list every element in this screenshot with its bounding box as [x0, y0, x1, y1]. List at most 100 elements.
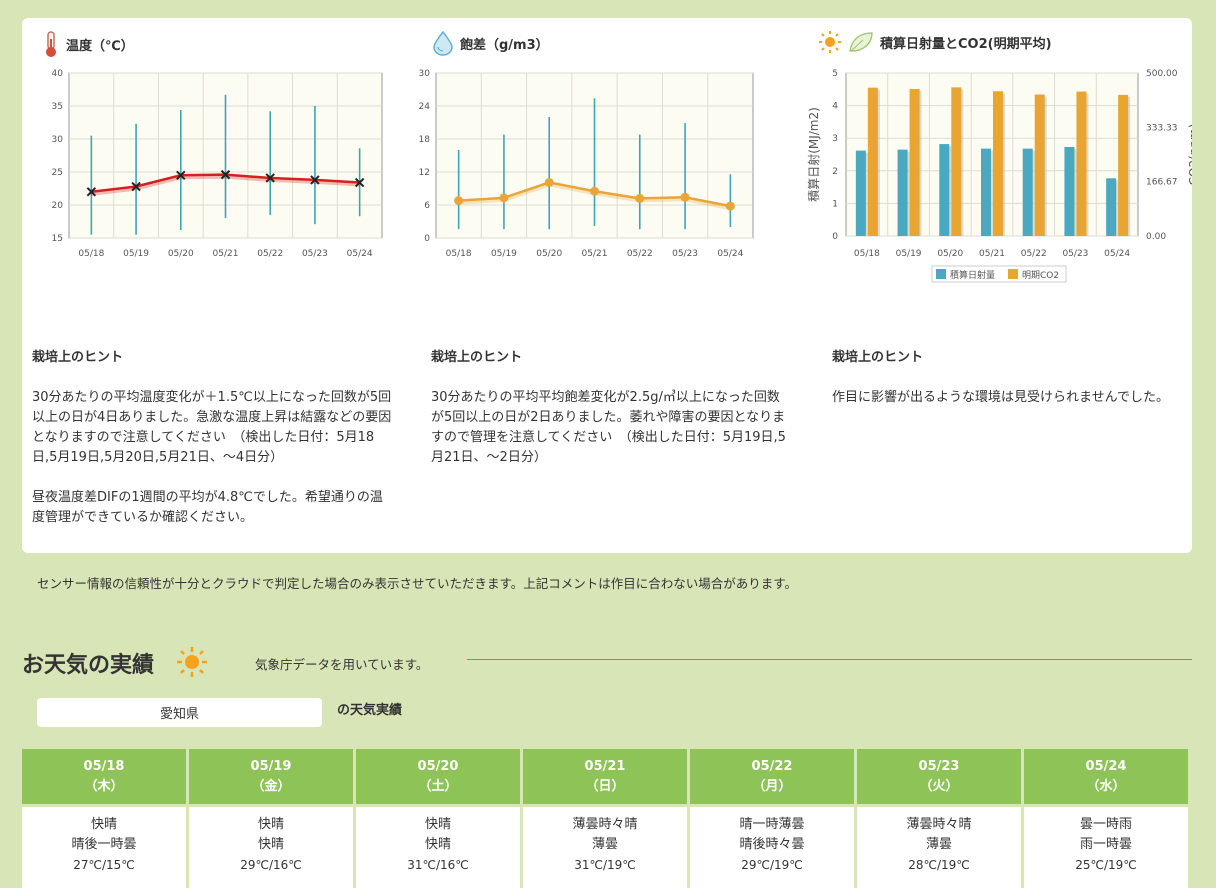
data-point — [265, 173, 275, 183]
humidity-title-text: 飽差（g/m3） — [460, 37, 549, 53]
weather-temperatures: 28℃/19℃ — [908, 858, 970, 872]
weather-weekday: （土） — [418, 778, 458, 794]
weather-date: 05/19 — [250, 758, 292, 774]
weather-day-body: 快晴 快晴 31℃/16℃ — [356, 807, 520, 888]
co2-leaf-icon — [849, 32, 873, 52]
data-point — [354, 177, 365, 188]
temperature-chart: 15 20 25 30 35 40 05/18 05/19 05/20 05/21 05/22 05/… — [52, 69, 383, 259]
weather-day-header: 05/24 （水） — [1024, 749, 1188, 804]
data-point — [725, 201, 735, 211]
humidity-hint: 栽培上のヒント 30分あたりの平均平均飽差変化が2.5g/㎥以上になった回数が5… — [431, 348, 791, 488]
data-point — [131, 181, 141, 192]
hint-paragraph: 作目に影響が出るような環境は見受けられませんでした。 — [832, 390, 1169, 405]
weather-temperatures: 27℃/15℃ — [73, 858, 135, 872]
y-tick-label: 0 — [424, 234, 430, 244]
radiation-title-text: 積算日射量とCO2(明期平均) — [880, 36, 1052, 52]
prefecture-value: 愛知県 — [159, 707, 199, 722]
y-tick-label: 0 — [832, 232, 838, 242]
weather-day-header: 05/23 （火） — [857, 749, 1021, 804]
x-tick-label: 05/22 — [1021, 249, 1047, 259]
x-tick-label: 05/19 — [491, 249, 517, 259]
humidity-chart-title: 飽差（g/m3） — [432, 30, 549, 56]
bar — [1076, 91, 1087, 236]
x-tick-label: 05/19 — [896, 249, 922, 259]
y2-axis-label: CO2(ppm) — [1187, 124, 1192, 186]
weather-day-header: 05/19 （金） — [189, 749, 353, 804]
bar — [993, 91, 1003, 236]
bar — [1034, 94, 1045, 237]
data-point — [310, 175, 320, 185]
weather-nighttime: 薄曇 — [591, 837, 618, 852]
weather-daytime: 快晴 — [424, 817, 451, 832]
y-tick-label: 20 — [52, 201, 64, 211]
x-tick-label: 05/21 — [213, 249, 239, 259]
legend-swatch — [936, 269, 946, 279]
weather-daytime: 曇一時雨 — [1079, 817, 1132, 832]
temperature-chart-title: 温度（℃） — [42, 30, 134, 58]
x-tick-label: 05/20 — [168, 249, 194, 259]
weather-temperatures: 29℃/19℃ — [741, 858, 803, 872]
reliability-note: センサー情報の信頼性が十分とクラウドで判定した場合のみ表示させていただきます。上… — [37, 576, 798, 591]
data-point — [680, 192, 690, 202]
x-tick-label: 05/20 — [937, 249, 963, 259]
y-tick-label: 24 — [419, 102, 431, 112]
divider — [467, 659, 1192, 660]
bar — [909, 88, 920, 236]
weather-day-body: 薄曇時々晴 薄曇 28℃/19℃ — [857, 807, 1021, 888]
prefecture-suffix-label: の天気実績 — [337, 703, 403, 718]
weather-date: 05/24 — [1085, 758, 1127, 774]
y-tick-label: 2 — [832, 167, 838, 177]
y-tick-label: 15 — [52, 234, 63, 244]
y2-tick-label: 500.00 — [1146, 69, 1178, 79]
x-tick-label: 05/21 — [979, 249, 1005, 259]
bar — [1022, 148, 1033, 236]
data-point — [499, 193, 509, 203]
x-tick-label: 05/18 — [854, 249, 880, 259]
bar — [855, 150, 866, 236]
weather-date: 05/23 — [918, 758, 960, 774]
y-tick-label: 3 — [832, 134, 838, 144]
y2-tick-label: 333.33 — [1146, 123, 1178, 133]
y-tick-label: 30 — [419, 69, 431, 79]
x-tick-label: 05/18 — [78, 249, 104, 259]
x-tick-label: 05/23 — [672, 249, 698, 259]
y-tick-label: 12 — [419, 168, 430, 178]
bar — [897, 149, 908, 236]
x-tick-label: 05/24 — [347, 249, 373, 259]
data-point — [590, 186, 599, 196]
weather-date: 05/22 — [751, 758, 793, 774]
y-axis-label: 積算日射(MJ/m2) — [806, 107, 821, 202]
weather-section-title: お天気の実績 — [22, 653, 155, 678]
prefecture-select[interactable]: 愛知県 — [37, 698, 322, 727]
weather-temperatures: 25℃/19℃ — [1075, 858, 1137, 872]
weather-daytime: 晴一時薄曇 — [739, 817, 805, 832]
humidity-deficit-chart: 0 6 12 18 24 30 05/18 05/19 05/20 05/21 05/22 05/23… — [419, 69, 754, 259]
weather-day-column: 05/22 （月） 晴一時薄曇 晴後時々曇 29℃/19℃ — [690, 749, 854, 888]
x-tick-label: 05/22 — [257, 249, 283, 259]
weather-nighttime: 薄曇 — [925, 837, 952, 852]
weather-day-body: 晴一時薄曇 晴後時々曇 29℃/19℃ — [690, 807, 854, 888]
x-tick-label: 05/20 — [536, 249, 562, 259]
y-tick-label: 18 — [419, 135, 431, 145]
bar — [1118, 94, 1129, 236]
weather-weekday: （水） — [1086, 778, 1126, 794]
radiation-chart-title: 積算日射量とCO2(明期平均) — [818, 30, 1052, 54]
water-drop-icon — [433, 30, 453, 56]
weather-day-body: 薄曇時々晴 薄曇 31℃/19℃ — [523, 807, 687, 888]
sun-icon — [177, 647, 207, 677]
y-tick-label: 5 — [832, 69, 838, 79]
y-tick-label: 35 — [52, 102, 63, 112]
hint-title: 栽培上のヒント — [832, 350, 924, 365]
weather-daytime: 快晴 — [90, 817, 117, 832]
weather-daytime: 快晴 — [257, 817, 284, 832]
sensor-summary-card: 温度（℃） 15 20 25 30 35 40 05/18 05/19 05/20 05/21 05… — [22, 18, 1192, 553]
weather-nighttime: 快晴 — [424, 837, 451, 852]
legend-box — [931, 265, 1067, 283]
weather-date: 05/21 — [584, 758, 626, 774]
weather-date: 05/18 — [83, 758, 125, 774]
legend-swatch — [1008, 269, 1018, 279]
weather-day-column: 05/23 （火） 薄曇時々晴 薄曇 28℃/19℃ — [857, 749, 1021, 888]
hint-paragraph: 昼夜温度差DIFの1週間の平均が4.8℃でした。希望通りの温度管理ができているか… — [32, 490, 383, 525]
weather-day-body: 快晴 晴後一時曇 27℃/15℃ — [22, 807, 186, 888]
radiation-hint: 栽培上のヒント 作目に影響が出るような環境は見受けられませんでした。 — [832, 348, 1192, 428]
